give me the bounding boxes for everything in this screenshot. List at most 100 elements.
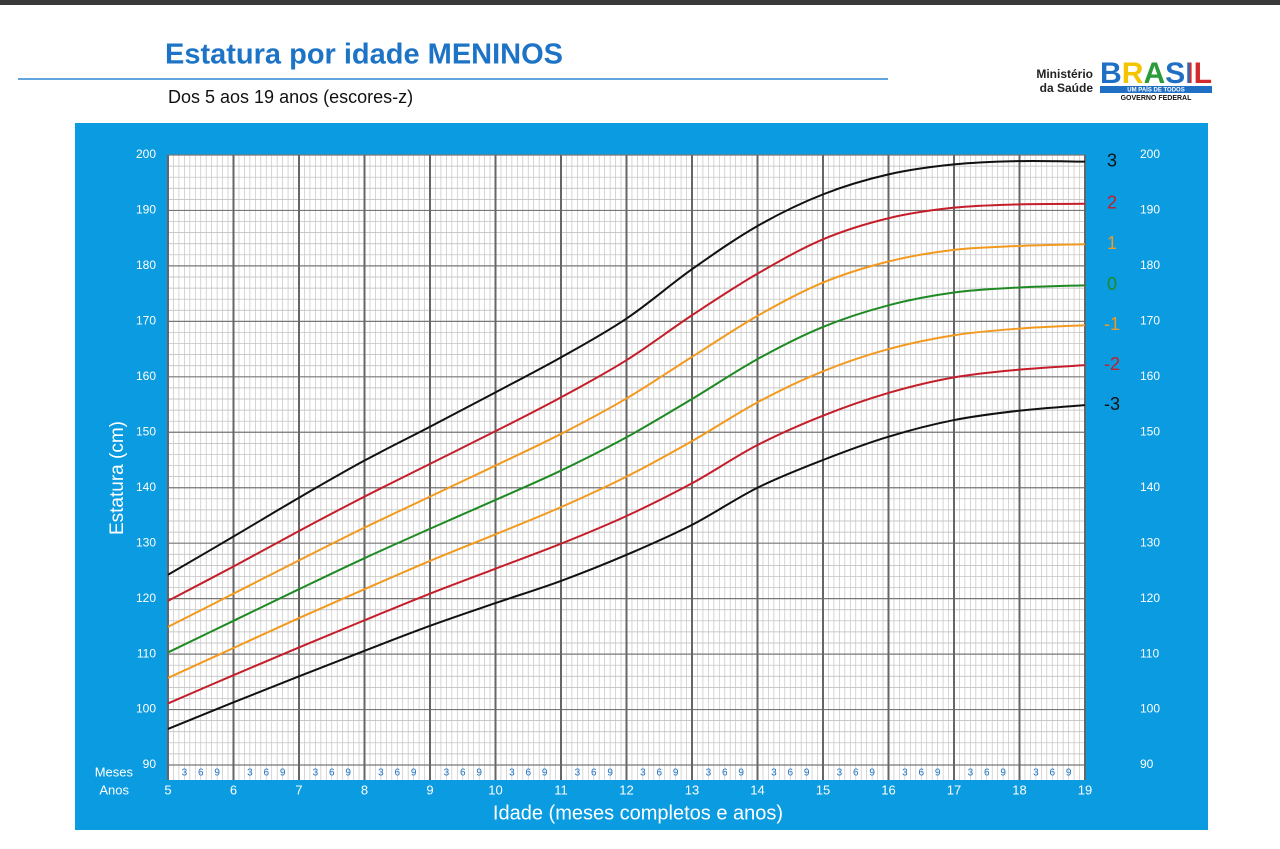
x-month-label: 9	[411, 768, 417, 779]
x-month-label: 3	[902, 768, 908, 779]
x-month-label: 9	[214, 768, 220, 779]
logo-strip	[1100, 86, 1212, 93]
series-line	[167, 404, 1086, 730]
x-month-label: 6	[787, 768, 793, 779]
x-month-label: 6	[263, 768, 269, 779]
y-tick-label: 170	[136, 314, 156, 328]
series-line	[167, 243, 1086, 628]
x-month-label: 9	[935, 768, 941, 779]
series-label: -2	[1104, 354, 1120, 374]
x-tick-label: 11	[554, 782, 568, 797]
x-month-label: 3	[706, 768, 712, 779]
series-line	[167, 159, 1086, 576]
x-major-title: Anos	[99, 782, 129, 797]
series-label: -1	[1104, 314, 1120, 334]
x-tick-label: 15	[816, 782, 830, 797]
x-month-label: 9	[1066, 768, 1072, 779]
y-tick-label: 130	[136, 535, 156, 549]
x-month-label: 9	[280, 768, 286, 779]
x-month-label: 9	[673, 768, 679, 779]
top-bar	[0, 0, 1280, 5]
logo-tagline: UM PAÍS DE TODOS	[1127, 86, 1184, 94]
x-minor-title: Meses	[95, 764, 134, 779]
x-tick-label: 14	[750, 782, 764, 797]
x-month-label: 6	[984, 768, 990, 779]
x-month-label: 9	[1000, 768, 1006, 779]
x-month-label: 6	[329, 768, 335, 779]
x-tick-label: 10	[488, 782, 502, 797]
x-tick-label: 12	[619, 782, 633, 797]
x-tick-label: 13	[685, 782, 699, 797]
x-month-label: 3	[640, 768, 646, 779]
x-tick-label: 19	[1078, 782, 1092, 797]
y-tick-label: 90	[143, 757, 157, 771]
series-line	[167, 324, 1086, 679]
x-tick-label: 7	[295, 782, 302, 797]
y-tick-label-right: 180	[1140, 258, 1160, 272]
x-tick-label: 18	[1012, 782, 1026, 797]
y-tick-label: 120	[136, 591, 156, 605]
y-tick-label: 190	[136, 203, 156, 217]
x-month-label: 6	[853, 768, 859, 779]
x-month-label: 3	[509, 768, 515, 779]
x-month-label: 9	[607, 768, 613, 779]
y-tick-label-right: 190	[1140, 203, 1160, 217]
x-month-label: 3	[378, 768, 384, 779]
series-line	[167, 364, 1086, 705]
x-month-label: 6	[591, 768, 597, 779]
logo-brand: BRASIL	[1100, 57, 1212, 90]
y-tick-label-right: 130	[1140, 535, 1160, 549]
y-tick-label: 180	[136, 258, 156, 272]
x-month-label: 6	[722, 768, 728, 779]
y-tick-label-right: 90	[1140, 757, 1154, 771]
x-tick-label: 6	[230, 782, 237, 797]
x-month-label: 3	[444, 768, 450, 779]
y-tick-label-right: 120	[1140, 591, 1160, 605]
x-month-label: 6	[394, 768, 400, 779]
x-axis-label: Idade (meses completos e anos)	[493, 802, 783, 824]
x-month-label: 6	[918, 768, 924, 779]
logo-ministry: da Saúde	[1040, 81, 1094, 95]
series-label: 1	[1107, 233, 1117, 253]
x-month-label: 9	[804, 768, 810, 779]
y-tick-label: 150	[136, 424, 156, 438]
x-month-label: 9	[345, 768, 351, 779]
x-tick-label: 5	[164, 782, 171, 797]
x-month-label: 3	[1033, 768, 1039, 779]
chart-title: Estatura por idade MENINOS	[165, 39, 563, 71]
x-month-label: 3	[575, 768, 581, 779]
y-tick-label-right: 200	[1140, 147, 1160, 161]
x-month-label: 3	[182, 768, 188, 779]
logo-ministry: Ministério	[1036, 67, 1093, 81]
series-label: -3	[1104, 394, 1120, 414]
y-tick-label: 140	[136, 480, 156, 494]
x-month-label: 6	[460, 768, 466, 779]
series-label: 0	[1107, 274, 1117, 294]
x-tick-label: 16	[881, 782, 895, 797]
series-line	[167, 202, 1086, 602]
y-tick-label: 200	[136, 147, 156, 161]
x-tick-label: 17	[947, 782, 961, 797]
y-tick-label: 110	[137, 646, 156, 660]
x-month-label: 3	[313, 768, 319, 779]
y-tick-label: 100	[136, 702, 156, 716]
x-month-label: 9	[476, 768, 482, 779]
series-label: 2	[1107, 193, 1117, 213]
x-month-label: 9	[542, 768, 548, 779]
x-tick-label: 9	[426, 782, 433, 797]
y-tick-label-right: 150	[1140, 424, 1160, 438]
y-tick-label-right: 140	[1140, 480, 1160, 494]
x-month-label: 3	[771, 768, 777, 779]
y-tick-label-right: 160	[1140, 369, 1160, 383]
y-axis-label: Estatura (cm)	[107, 421, 128, 535]
x-month-label: 9	[869, 768, 875, 779]
logo-government: GOVERNO FEDERAL	[1121, 95, 1193, 102]
series-label: 3	[1107, 150, 1117, 170]
y-tick-label-right: 100	[1140, 702, 1160, 716]
x-month-label: 9	[738, 768, 744, 779]
x-month-label: 6	[656, 768, 662, 779]
x-tick-label: 8	[361, 782, 368, 797]
y-tick-label-right: 170	[1140, 314, 1160, 328]
